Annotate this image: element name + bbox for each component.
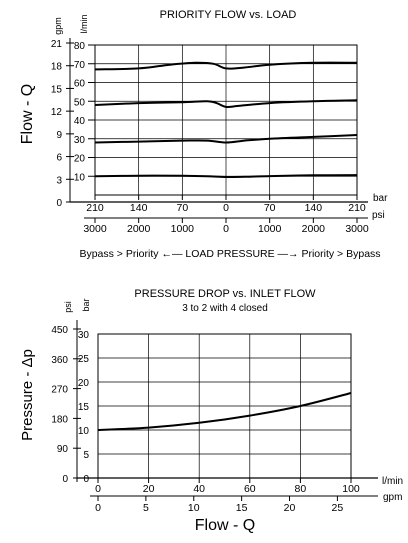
chart2-xtick-lmin: 0 (95, 483, 101, 495)
chart2-ytick-psi: 90 (57, 444, 69, 455)
chart1-ytick-lmin: 60 (74, 79, 86, 90)
chart2-title: PRESSURE DROP vs. INLET FLOW (134, 288, 316, 300)
chart1-frame (94, 44, 358, 196)
chart1-xtick-psi: 1000 (258, 223, 282, 235)
chart1-xtick-bar: 70 (264, 202, 276, 214)
chart1-ytick-lmin: 20 (74, 154, 86, 165)
chart2-series-line (97, 392, 352, 431)
chart2-ylabel: Pressure - Δp (19, 349, 36, 441)
chart2-ytick-bar: 5 (83, 450, 89, 461)
chart1-xtick-psi: 1000 (171, 223, 195, 235)
chart2-xtick-gpm: 0 (95, 502, 101, 514)
chart2-ytick-bar: 25 (78, 354, 90, 365)
priority-flow-chart: PRIORITY FLOW vs. LOAD Flow - Q gpm l/mi… (19, 9, 388, 260)
chart2-xtick-gpm: 10 (188, 502, 200, 514)
chart1-xtick-psi: 0 (223, 223, 229, 235)
chart1-series-line (94, 99, 358, 109)
chart1-series-line (94, 134, 358, 144)
chart1-ylabel: Flow - Q (19, 84, 36, 144)
chart1-xtick-bar: 210 (86, 202, 104, 214)
chart1-ytick-lmin: 10 (74, 172, 86, 183)
chart1-ytick-gpm: 15 (51, 84, 63, 95)
chart1-ytick-gpm: 12 (51, 107, 63, 118)
chart2-x-unit-lmin: l/min (382, 476, 403, 487)
chart2-xlabel: Flow - Q (195, 517, 255, 534)
chart2-ytick-bar: 10 (78, 426, 90, 437)
chart1-xtick-bar: 140 (305, 202, 323, 214)
chart2-ytick-psi: 450 (51, 325, 68, 336)
chart1-xtick-psi: 2000 (302, 223, 326, 235)
chart2-ytick-bar: 20 (78, 378, 90, 389)
chart1-xtick-psi: 3000 (345, 223, 369, 235)
chart1-ytick-lmin: 40 (74, 116, 86, 127)
chart2-ytick-psi: 360 (51, 355, 68, 366)
chart2-y-unit-right: bar (81, 298, 91, 311)
pressure-drop-chart: PRESSURE DROP vs. INLET FLOW 3 to 2 with… (19, 288, 403, 534)
chart2-ytick-bar: 30 (78, 330, 90, 341)
chart2-ytick-psi: 180 (51, 414, 68, 425)
chart1-ytick-gpm: 3 (56, 175, 62, 186)
chart2-ytick-bar: 0 (83, 474, 89, 485)
chart1-xtick-psi: 3000 (83, 223, 107, 235)
chart2-x-unit-gpm: gpm (383, 492, 402, 503)
chart2-xtick-lmin: 60 (244, 483, 256, 495)
chart2-ytick-psi: 0 (62, 474, 68, 485)
chart2-ytick-psi: 270 (51, 385, 68, 396)
chart1-ytick-lmin: 50 (74, 97, 86, 108)
chart2-subtitle: 3 to 2 with 4 closed (182, 303, 268, 314)
chart2-xtick-lmin: 80 (295, 483, 307, 495)
chart1-xtick-bar: 70 (176, 202, 188, 214)
chart2-xtick-lmin: 100 (342, 483, 360, 495)
chart1-y-unit-left: gpm (53, 17, 63, 35)
chart1-ytick-lmin: 30 (74, 135, 86, 146)
chart1-xtick-psi: 2000 (127, 223, 151, 235)
chart1-xtick-bar: 0 (223, 202, 229, 214)
chart1-x-unit-bar: bar (373, 193, 388, 204)
chart1-x-unit-psi: psi (372, 210, 385, 221)
chart1-ytick-gpm: 6 (56, 153, 62, 164)
chart1-title: PRIORITY FLOW vs. LOAD (160, 9, 297, 21)
chart1-series-line (94, 61, 358, 71)
chart2-ytick-bar: 15 (78, 402, 90, 413)
chart2-xtick-gpm: 20 (284, 502, 296, 514)
chart1-ytick-gpm: 21 (51, 39, 63, 50)
chart1-ytick-lmin: 70 (74, 60, 86, 71)
chart2-xtick-gpm: 25 (332, 502, 344, 514)
chart1-ytick-gpm: 18 (51, 62, 63, 73)
chart1-ytick-gpm: 0 (56, 198, 62, 209)
chart1-ytick-lmin: 80 (74, 41, 86, 52)
chart2-xtick-lmin: 40 (193, 483, 205, 495)
chart1-xlabel: Bypass > Priority ←— LOAD PRESSURE —→ Pr… (79, 248, 380, 260)
chart2-xtick-gpm: 15 (236, 502, 248, 514)
chart1-xtick-bar: 140 (130, 202, 148, 214)
chart2-xtick-lmin: 20 (143, 483, 155, 495)
chart1-xtick-bar: 210 (348, 202, 366, 214)
chart1-ytick-gpm: 9 (56, 130, 62, 141)
chart2-xtick-gpm: 5 (143, 502, 149, 514)
chart2-y-unit-left: psi (63, 301, 73, 313)
chart1-y-unit-right: l/min (79, 14, 89, 33)
chart1-series-line (94, 174, 358, 179)
